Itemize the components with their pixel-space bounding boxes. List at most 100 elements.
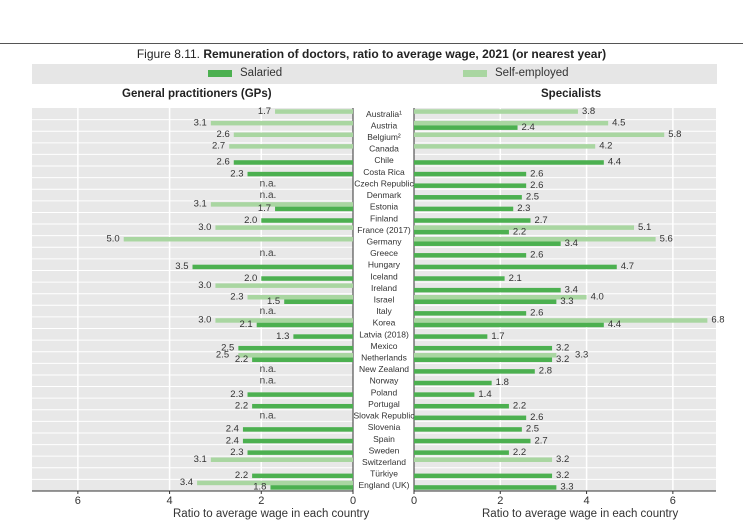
specialists-data-label-salaried: 3.2	[556, 342, 569, 353]
legend-swatch-salaried	[208, 70, 232, 77]
gp-bar-salaried	[233, 160, 353, 165]
gp-bar-salaried	[252, 403, 353, 409]
specialists-bar-salaried	[414, 403, 509, 409]
country-label: Slovak Republic	[354, 411, 416, 421]
country-label: Israel	[374, 295, 395, 305]
gp-data-label-self-employed: 3.0	[198, 315, 211, 326]
gp-data-label-salaried: 1.3	[276, 331, 289, 342]
gp-data-label-self-employed: 3.1	[194, 117, 207, 128]
specialists-bar-salaried	[414, 264, 617, 270]
gp-bar-salaried	[247, 171, 353, 177]
specialists-bar-self-employed	[414, 318, 708, 323]
country-label: Netherlands	[361, 353, 407, 363]
gp-bar-salaried	[242, 438, 353, 444]
specialists-bar-salaried	[414, 160, 604, 165]
country-label: Spain	[373, 434, 395, 444]
specialists-data-label-self-employed: 4.2	[599, 141, 612, 152]
country-label: Italy	[376, 306, 392, 316]
gp-data-label-salaried: 1.5	[267, 296, 280, 307]
gp-bar-salaried	[252, 357, 353, 363]
specialists-data-label-salaried: 3.4	[565, 284, 578, 295]
country-label: Norway	[370, 376, 400, 386]
country-label: Australia¹	[366, 109, 402, 119]
country-label: New Zealand	[359, 364, 409, 374]
gp-data-label-self-employed: 2.3	[230, 292, 243, 303]
gp-bar-self-employed	[275, 109, 353, 114]
country-label: Austria	[371, 120, 398, 130]
gp-na-label: n.a.	[260, 376, 277, 387]
country-label: Slovenia	[368, 422, 401, 432]
specialists-bar-salaried	[414, 485, 557, 490]
gp-data-label-self-employed: 2.6	[217, 129, 230, 140]
gp-bar-salaried	[275, 206, 353, 212]
specialists-bar-salaried	[414, 380, 492, 386]
gp-bar-self-employed	[247, 295, 353, 300]
specialists-data-label-salaried: 4.7	[621, 261, 634, 272]
specialists-data-label-salaried: 2.5	[526, 424, 539, 435]
gp-x-tick-label: 2	[258, 495, 264, 507]
country-label: Iceland	[370, 271, 398, 281]
gp-data-label-self-employed: 1.7	[258, 106, 271, 117]
specialists-bar-salaried	[414, 218, 531, 223]
specialists-data-label-salaried: 2.6	[530, 308, 543, 319]
country-label: Ireland	[371, 283, 397, 293]
gp-bar-salaried	[270, 485, 353, 490]
specialists-bar-self-employed	[414, 120, 609, 126]
specialists-data-label-salaried: 3.2	[556, 470, 569, 481]
figure-title: Figure 8.11. Remuneration of doctors, ra…	[0, 47, 743, 61]
specialists-data-label-salaried: 2.1	[509, 273, 522, 284]
country-label: Sweden	[369, 445, 400, 455]
specialists-data-label-self-employed: 5.6	[660, 233, 673, 244]
gp-panel-title: General practitioners (GPs)	[122, 88, 272, 100]
country-label: Denmark	[367, 190, 402, 200]
gp-bar-salaried	[192, 264, 353, 270]
gp-data-label-salaried: 1.7	[258, 203, 271, 214]
gp-data-label-salaried: 2.0	[244, 273, 257, 284]
figure-title-text: Remuneration of doctors, ratio to averag…	[203, 47, 607, 61]
gp-data-label-salaried: 2.4	[226, 435, 239, 446]
specialists-data-label-self-employed: 3.8	[582, 106, 595, 117]
specialists-data-label-salaried: 2.6	[530, 168, 543, 179]
country-label: France (2017)	[357, 225, 411, 235]
gp-data-label-salaried: 2.1	[239, 319, 252, 330]
gp-na-label: n.a.	[260, 364, 277, 375]
specialists-bar-salaried	[414, 287, 561, 293]
gp-bar-self-employed	[123, 236, 353, 242]
gp-bar-self-employed	[197, 480, 353, 486]
specialists-bar-self-employed	[414, 132, 665, 138]
specialists-bar-salaried	[414, 276, 505, 281]
gp-bar-self-employed	[210, 202, 353, 207]
specialists-x-tick-label: 2	[497, 495, 503, 507]
gp-data-label-salaried: 2.5	[221, 342, 234, 353]
specialists-data-label-self-employed: 6.8	[711, 315, 724, 326]
country-label: Türkiye	[370, 469, 398, 479]
specialists-bar-salaried	[414, 195, 522, 200]
gp-bar-salaried	[261, 276, 353, 281]
gp-data-label-self-employed: 3.1	[194, 199, 207, 210]
gp-bar-self-employed	[229, 144, 353, 149]
specialists-data-label-salaried: 4.4	[608, 319, 621, 330]
country-label: Greece	[370, 248, 398, 258]
specialists-data-label-salaried: 2.4	[522, 122, 535, 133]
country-label: Mexico	[371, 341, 398, 351]
gp-data-label-salaried: 2.6	[217, 157, 230, 168]
gp-data-label-salaried: 3.5	[175, 261, 188, 272]
gp-bar-self-employed	[215, 283, 353, 288]
country-label: Korea	[373, 318, 396, 328]
gp-x-tick-label: 4	[167, 495, 173, 507]
specialists-bar-salaried	[414, 311, 527, 316]
specialists-bar-salaried	[414, 171, 527, 177]
specialists-bar-salaried	[414, 473, 553, 479]
gp-bar-salaried	[256, 322, 353, 328]
gp-data-label-salaried: 2.2	[235, 470, 248, 481]
gp-data-label-salaried: 2.3	[230, 389, 243, 400]
specialists-data-label-salaried: 2.8	[539, 366, 552, 377]
country-label: Belgium²	[367, 132, 401, 142]
specialists-bar-salaried	[414, 125, 518, 130]
legend: Salaried Self-employed	[32, 64, 717, 84]
country-label: Costa Rica	[363, 167, 405, 177]
country-label: Portugal	[368, 399, 400, 409]
gp-data-label-self-employed: 2.7	[212, 141, 225, 152]
